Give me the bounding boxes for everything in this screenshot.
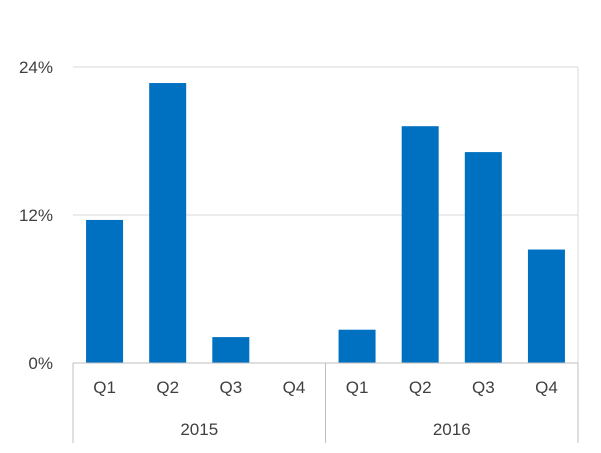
bar [527,249,565,363]
bars-layer [86,83,565,364]
bar [149,83,187,364]
x-tick-label: Q2 [409,378,432,397]
x-tick-label: Q4 [535,378,558,397]
y-tick-label: 24% [19,58,53,77]
x-tick-label: Q2 [156,378,179,397]
x-tick-label: Q3 [472,378,495,397]
x-tick-label: Q4 [283,378,306,397]
bar [212,337,250,363]
x-tick-label: Q1 [93,378,116,397]
group-label: 2015 [180,420,218,439]
labels-layer: 0% 12% 24% Q1 Q2 Q3 Q4 Q1 Q2 Q3 Q4 2015 2016 [19,58,558,439]
bar [401,126,439,363]
y-tick-label: 0% [28,354,53,373]
x-tick-label: Q3 [219,378,242,397]
grid-layer [73,66,579,363]
bar [464,152,502,363]
bar [86,219,124,363]
group-label: 2016 [433,420,471,439]
axis-layer [72,362,579,443]
y-tick-label: 12% [19,206,53,225]
x-tick-label: Q1 [346,378,369,397]
bar [338,329,376,363]
